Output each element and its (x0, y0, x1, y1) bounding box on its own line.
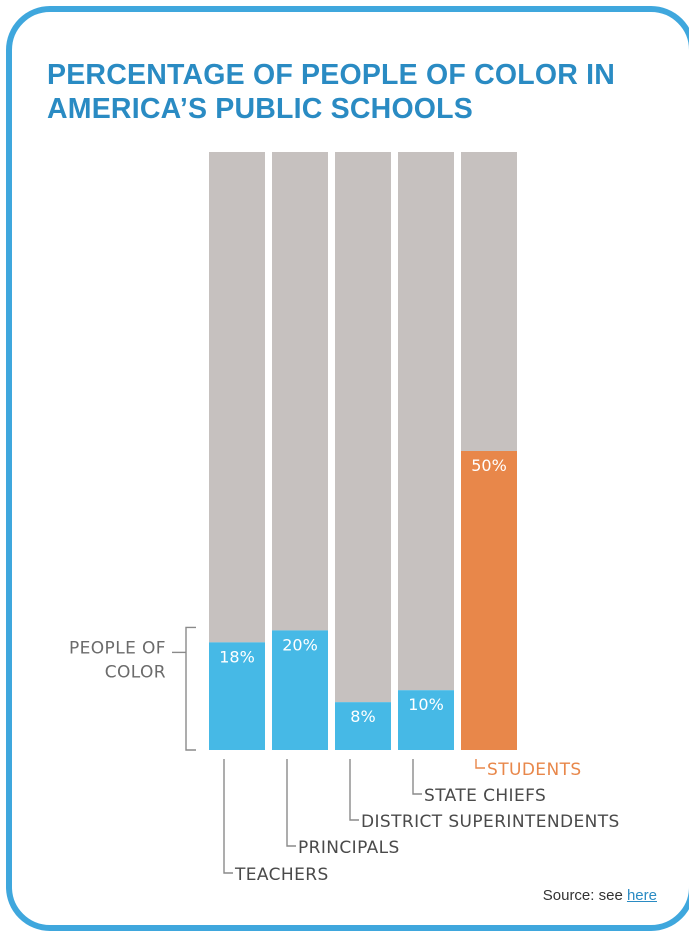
connector-state-chiefs (412, 759, 422, 795)
source-prefix: Source: see (542, 887, 627, 904)
value-label-teachers: 18% (219, 647, 255, 666)
category-label-principals: PRINCIPALS (298, 838, 400, 858)
category-label-state-chiefs: STATE CHIEFS (424, 786, 546, 806)
bar-value-district-superintendents (335, 702, 391, 750)
value-label-district-superintendents: 8% (350, 707, 375, 726)
bracket-label-line-2: COLOR (105, 662, 166, 682)
bar-remainder-students (461, 152, 517, 451)
connector-district-superintendents (349, 759, 359, 821)
category-label-district-superintendents: DISTRICT SUPERINTENDENTS (361, 812, 620, 832)
bar-remainder-state-chiefs (398, 152, 454, 691)
bar-value-students (461, 451, 517, 750)
bar-remainder-teachers (209, 152, 265, 643)
bar-value-teachers (209, 642, 265, 750)
bar-value-principals (272, 630, 328, 750)
connector-students (475, 759, 485, 769)
bracket-label-line-1: PEOPLE OF (69, 638, 166, 658)
source-note: Source: see here (543, 887, 657, 904)
category-label-students: STUDENTS (487, 760, 582, 780)
connector-teachers (223, 759, 233, 874)
source-link[interactable]: here (626, 887, 657, 904)
category-label-teachers: TEACHERS (234, 865, 329, 885)
people-of-color-bracket (185, 626, 196, 751)
value-label-students: 50% (471, 456, 507, 475)
bar-value-state-chiefs (398, 690, 454, 750)
bar-remainder-district-superintendents (335, 152, 391, 703)
value-label-state-chiefs: 10% (408, 695, 444, 714)
value-label-principals: 20% (282, 635, 318, 654)
chart-title: PERCENTAGE OF PEOPLE OF COLOR IN AMERICA… (47, 59, 615, 125)
bar-remainder-principals (272, 152, 328, 631)
connector-principals (286, 759, 296, 847)
